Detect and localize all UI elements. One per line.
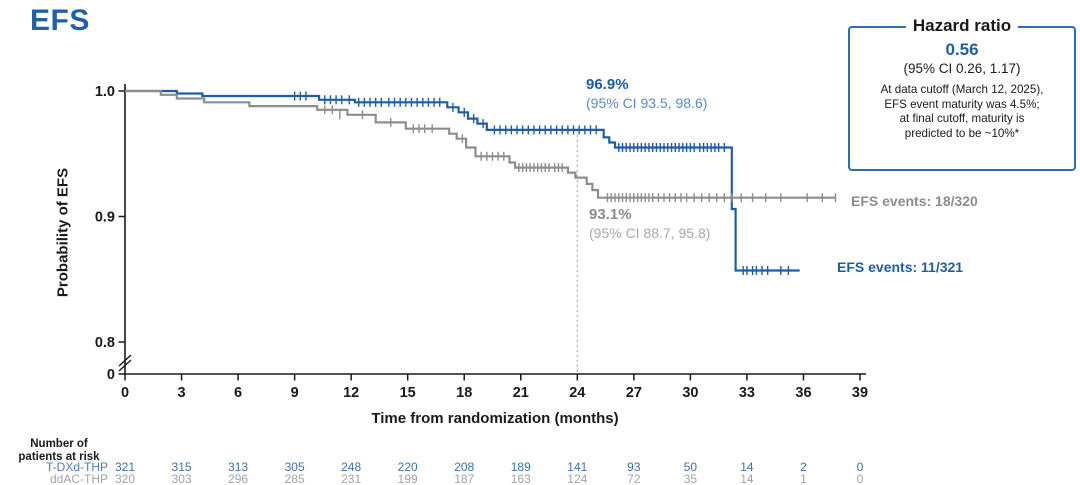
risk-value: 313 xyxy=(228,460,249,474)
ddac-landmark-value: 93.1% xyxy=(589,206,632,223)
x-tick-label: 9 xyxy=(291,385,299,401)
hazard-ratio-value: 0.56 xyxy=(945,40,979,59)
x-tick-label: 21 xyxy=(513,385,529,401)
x-tick-label: 12 xyxy=(343,385,359,401)
risk-value: 321 xyxy=(114,460,136,474)
x-tick-label: 36 xyxy=(795,385,811,401)
hazard-ratio-title: Hazard ratio xyxy=(905,16,1019,36)
risk-value: 163 xyxy=(510,472,531,485)
risk-value: 199 xyxy=(397,472,418,485)
risk-value: 220 xyxy=(397,460,418,474)
x-tick-label: 18 xyxy=(456,385,472,401)
risk-value: 141 xyxy=(567,460,588,474)
risk-row-label-ddac-thp: ddAC-THP xyxy=(49,472,108,485)
x-tick-label: 15 xyxy=(400,385,416,401)
y-tick-label: 0.9 xyxy=(95,210,115,226)
risk-value: 305 xyxy=(284,460,305,474)
y-tick-label: 1.0 xyxy=(95,84,115,100)
x-tick-label: 0 xyxy=(121,385,129,401)
axis-break-mark xyxy=(118,354,132,367)
km-curve-ddac-thp xyxy=(125,89,836,199)
tdxd-landmark-annotation: 96.9% (95% CI 93.5, 98.6) xyxy=(586,76,707,112)
x-tick-label: 30 xyxy=(682,385,698,401)
x-tick-label: 39 xyxy=(852,385,868,401)
risk-value: 50 xyxy=(683,460,698,474)
ddac-events-label: EFS events: 18/320 xyxy=(851,193,978,209)
hazard-ratio-note: At data cutoff (March 12, 2025), EFS eve… xyxy=(880,83,1044,140)
risk-value: 189 xyxy=(510,460,531,474)
x-tick-label: 24 xyxy=(569,385,585,401)
tdxd-events-label: EFS events: 11/321 xyxy=(837,259,964,275)
risk-value: 72 xyxy=(627,472,641,485)
hazard-ratio-box: Hazard ratio 0.56 (95% CI 0.26, 1.17) At… xyxy=(848,16,1076,171)
y-axis-title: Probability of EFS xyxy=(54,167,72,298)
risk-value: 93 xyxy=(627,460,641,474)
x-axis-title: Time from randomization (months) xyxy=(371,410,619,427)
risk-value: 248 xyxy=(341,460,362,474)
risk-value: 0 xyxy=(856,460,864,474)
risk-row-label-t-dxd-thp: T-DXd-THP xyxy=(45,460,108,474)
risk-value: 2 xyxy=(800,460,807,474)
risk-value: 124 xyxy=(567,472,588,485)
ddac-landmark-annotation: 93.1% (95% CI 88.7, 95.8) xyxy=(589,206,710,242)
risk-value: 208 xyxy=(454,460,475,474)
x-tick-label: 6 xyxy=(234,385,242,401)
risk-value: 285 xyxy=(284,472,305,485)
risk-value: 14 xyxy=(740,460,754,474)
risk-table-header: Number of patients at risk xyxy=(18,438,100,463)
axis-break-mark xyxy=(118,359,132,372)
x-tick-label: 27 xyxy=(626,385,642,401)
risk-value: 320 xyxy=(114,472,136,485)
tdxd-landmark-ci: (95% CI 93.5, 98.6) xyxy=(586,94,708,111)
y-tick-label: 0.8 xyxy=(95,335,115,351)
risk-value: 1 xyxy=(800,472,807,485)
risk-value: 0 xyxy=(856,472,864,485)
risk-value: 35 xyxy=(683,472,698,485)
risk-value: 303 xyxy=(171,472,192,485)
x-tick-label: 3 xyxy=(177,385,185,401)
risk-value: 14 xyxy=(740,472,754,485)
risk-value: 315 xyxy=(171,460,192,474)
risk-value: 231 xyxy=(341,472,362,485)
ddac-landmark-ci: (95% CI 88.7, 95.8) xyxy=(589,224,711,241)
tdxd-landmark-value: 96.9% xyxy=(586,76,629,93)
page-title: EFS xyxy=(30,4,90,37)
km-curve-t-dxd-thp xyxy=(125,89,800,272)
risk-value: 187 xyxy=(454,472,475,485)
x-tick-label: 33 xyxy=(739,385,755,401)
risk-value: 296 xyxy=(228,472,249,485)
y-tick-label: 0 xyxy=(107,367,115,383)
hazard-ratio-ci: (95% CI 0.26, 1.17) xyxy=(903,61,1021,76)
